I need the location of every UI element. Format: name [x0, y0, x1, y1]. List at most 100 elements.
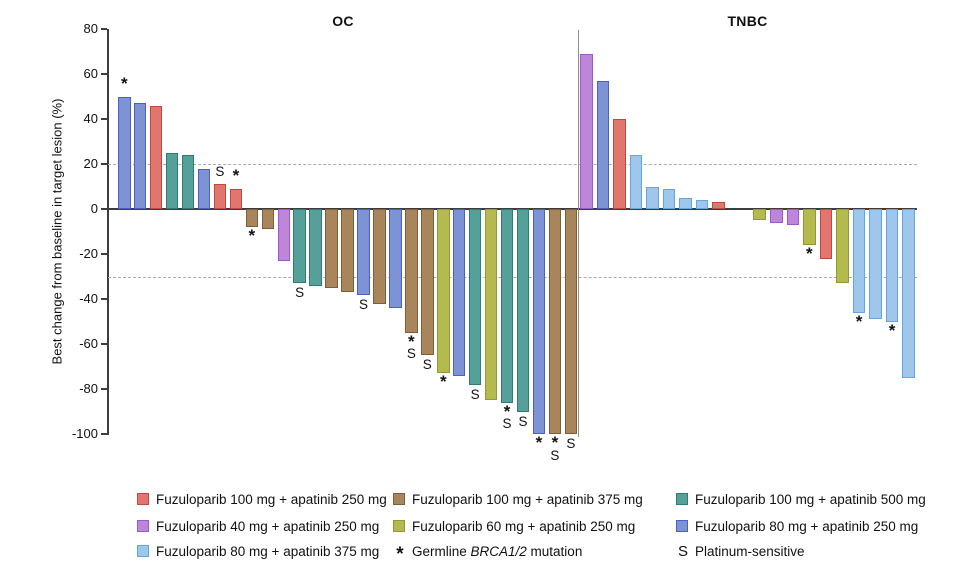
brca-mutation-mark: * [855, 311, 863, 331]
bar [373, 209, 386, 304]
y-tick-mark [101, 388, 107, 390]
bar [165, 152, 179, 209]
platinum-sensitive-mark: S [215, 164, 225, 180]
bar [613, 119, 626, 209]
bar [548, 209, 562, 434]
bar [277, 209, 290, 261]
y-tick-mark [101, 163, 107, 165]
legend-color-swatch [393, 493, 405, 505]
legend-color-swatch [137, 493, 149, 505]
platinum-sensitive-mark: S [470, 386, 480, 402]
bar [468, 209, 482, 385]
y-tick-label: -40 [79, 291, 98, 306]
y-tick-label: -20 [79, 246, 98, 261]
y-tick-mark [101, 343, 107, 345]
legend-label: Fuzuloparib 80 mg + apatinib 250 mg [695, 518, 919, 534]
bar [405, 209, 418, 333]
bar [836, 209, 849, 284]
platinum-sensitive-mark: S [566, 436, 576, 451]
brca-mutation-mark: * [806, 244, 813, 263]
bar [197, 168, 211, 209]
bar [646, 186, 659, 209]
bar [516, 209, 530, 412]
panel-title-tnbc: TNBC [727, 13, 768, 29]
platinum-sensitive-mark: S [502, 416, 512, 431]
legend-label: Fuzuloparib 100 mg + apatinib 250 mg [156, 491, 387, 507]
bar [596, 80, 610, 209]
legend-label: Fuzuloparib 60 mg + apatinib 250 mg [412, 518, 636, 534]
platinum-sensitive-mark: S [406, 346, 416, 362]
y-tick-label: -60 [79, 336, 98, 351]
legend-color-swatch [676, 520, 688, 532]
bar [753, 209, 766, 221]
legend-item: Fuzuloparib 100 mg + apatinib 250 mg [137, 491, 387, 507]
bar [662, 188, 676, 209]
platinum-sensitive-symbol: S [677, 542, 688, 560]
legend-label: Fuzuloparib 40 mg + apatinib 250 mg [156, 518, 380, 534]
bar [580, 53, 593, 209]
brca-mutation-mark: * [120, 73, 128, 93]
bar [712, 202, 725, 209]
panel-title-oc: OC [332, 13, 354, 29]
bar [869, 209, 882, 320]
bar [245, 209, 259, 227]
bar [500, 209, 514, 403]
y-tick-label: 80 [83, 21, 98, 36]
y-tick-mark [101, 253, 107, 255]
bar [213, 184, 227, 209]
y-tick-mark [101, 298, 107, 300]
bar [181, 155, 195, 209]
bar [803, 209, 816, 245]
y-tick-mark [101, 433, 107, 435]
legend-label: Fuzuloparib 100 mg + apatinib 375 mg [412, 491, 643, 507]
bar [902, 209, 915, 378]
gene-name-italic: BRCA1/2 [470, 543, 527, 559]
bar [885, 209, 899, 322]
legend-color-swatch [393, 520, 405, 532]
bar [437, 209, 450, 374]
bar [325, 209, 338, 288]
bar [770, 209, 783, 223]
bar [629, 155, 643, 209]
legend-label: Fuzuloparib 100 mg + apatinib 500 mg [695, 491, 926, 507]
bar [532, 209, 546, 434]
bar [452, 209, 466, 376]
y-tick-mark [101, 208, 107, 210]
threshold-line [108, 164, 917, 165]
legend-item: Fuzuloparib 40 mg + apatinib 250 mg [137, 518, 380, 534]
brca-mutation-mark: * [551, 433, 559, 452]
bar [118, 96, 131, 209]
platinum-sensitive-mark: S [358, 296, 368, 312]
bar [389, 209, 402, 308]
legend-label: Platinum-sensitive [695, 543, 805, 559]
bar [564, 209, 578, 434]
y-axis-label: Best change from baseline in target lesi… [49, 98, 65, 365]
y-tick-label: 20 [83, 156, 98, 171]
brca-mutation-mark: * [503, 401, 511, 421]
legend-item: Fuzuloparib 100 mg + apatinib 500 mg [676, 491, 926, 507]
y-axis-line [107, 29, 109, 435]
legend-item: Fuzuloparib 60 mg + apatinib 250 mg [393, 518, 636, 534]
brca-mutation-mark: * [888, 320, 896, 340]
bar [261, 209, 275, 230]
bar [341, 209, 354, 293]
bar [679, 197, 692, 209]
platinum-sensitive-mark: S [422, 357, 432, 373]
y-tick-mark [101, 73, 107, 75]
legend-color-swatch [137, 545, 149, 557]
y-tick-mark [101, 118, 107, 120]
brca-mutation-mark: * [248, 226, 256, 245]
y-tick-label: 0 [90, 201, 98, 216]
legend-color-swatch [137, 520, 149, 532]
bar [293, 209, 306, 284]
y-tick-label: 40 [83, 111, 98, 126]
legend-label: Germline BRCA1/2 mutation [412, 543, 583, 559]
bar [229, 188, 243, 209]
panel-divider-line [577, 30, 579, 437]
brca-mutation-mark: * [408, 331, 415, 351]
bar [421, 209, 434, 356]
brca-mutation-mark: * [232, 165, 240, 185]
brca-mutation-mark: * [439, 372, 447, 392]
platinum-sensitive-mark: S [518, 413, 528, 429]
